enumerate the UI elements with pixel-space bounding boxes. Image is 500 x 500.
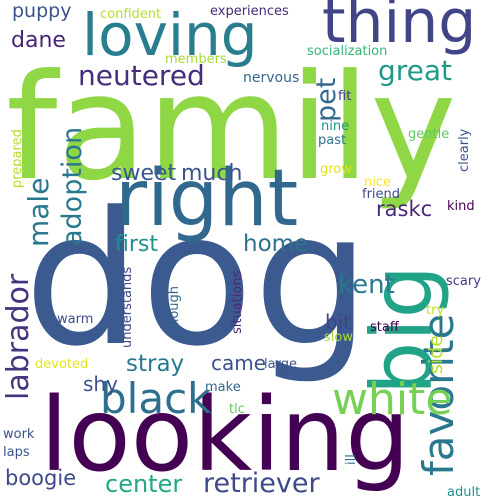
word-dane: dane: [11, 28, 66, 53]
word-past: past: [318, 133, 347, 148]
word-tlc: tlc: [229, 402, 245, 417]
word-understands: understands: [120, 266, 135, 348]
word-white: white: [332, 374, 453, 425]
word-socialization: socialization: [307, 44, 388, 59]
word-dog: dog: [24, 173, 371, 387]
word-slow: slow: [324, 330, 353, 345]
word-boogie: boogie: [5, 466, 77, 490]
word-stray: stray: [126, 351, 185, 377]
word-gentle: gentle: [408, 127, 450, 142]
word-make: make: [205, 380, 241, 395]
word-ill: ill: [344, 454, 359, 465]
word-prepared: prepared: [10, 129, 25, 188]
word-neutered: neutered: [78, 59, 205, 92]
word-male: male: [22, 177, 55, 247]
word-home: home: [243, 231, 309, 257]
word-clearly: clearly: [457, 128, 472, 172]
word-adult: adult: [447, 485, 481, 500]
word-retriever: retriever: [203, 468, 320, 499]
word-confident: confident: [100, 7, 162, 22]
word-members: members: [165, 52, 227, 67]
word-side: side: [425, 335, 447, 374]
word-staff: staff: [370, 320, 399, 335]
word-looking: looking: [40, 376, 410, 495]
word-came: came: [211, 351, 267, 375]
word-puppy: puppy: [12, 0, 72, 22]
word-sweet: sweet: [111, 161, 177, 186]
word-though: though: [167, 285, 182, 332]
word-much: much: [181, 161, 243, 186]
word-first: first: [115, 232, 158, 257]
word-pet: pet: [311, 77, 342, 122]
word-center: center: [105, 470, 183, 498]
word-work: work: [3, 427, 35, 442]
word-kind: kind: [447, 199, 475, 214]
word-scary: scary: [446, 274, 481, 289]
word-shy: shy: [83, 372, 118, 396]
word-fit: fit: [338, 89, 352, 104]
word-friend: friend: [362, 187, 401, 202]
word-laps: laps: [3, 445, 30, 460]
word-experiences: experiences: [210, 4, 289, 19]
word-situations: situations: [230, 270, 245, 334]
word-right: right: [115, 154, 299, 244]
word-nine: nine: [321, 119, 350, 134]
word-black: black: [100, 374, 212, 423]
word-bit: bit: [325, 310, 352, 334]
word-family: family: [6, 43, 457, 213]
word-loving: loving: [82, 1, 258, 69]
word-devoted: devoted: [35, 357, 89, 372]
word-labrador: labrador: [1, 273, 36, 400]
word-large: large: [264, 357, 297, 372]
word-try: try: [426, 303, 445, 318]
word-adoption: adoption: [57, 126, 88, 246]
word-great: great: [378, 54, 453, 87]
word-nice: nice: [364, 175, 391, 190]
word-kent: kent: [338, 270, 395, 300]
word-thing: thing: [322, 0, 477, 57]
word-nervous: nervous: [243, 70, 300, 86]
word-warm: warm: [57, 312, 94, 327]
word-grow: grow: [320, 162, 352, 177]
word-raskc: raskc: [376, 197, 433, 221]
